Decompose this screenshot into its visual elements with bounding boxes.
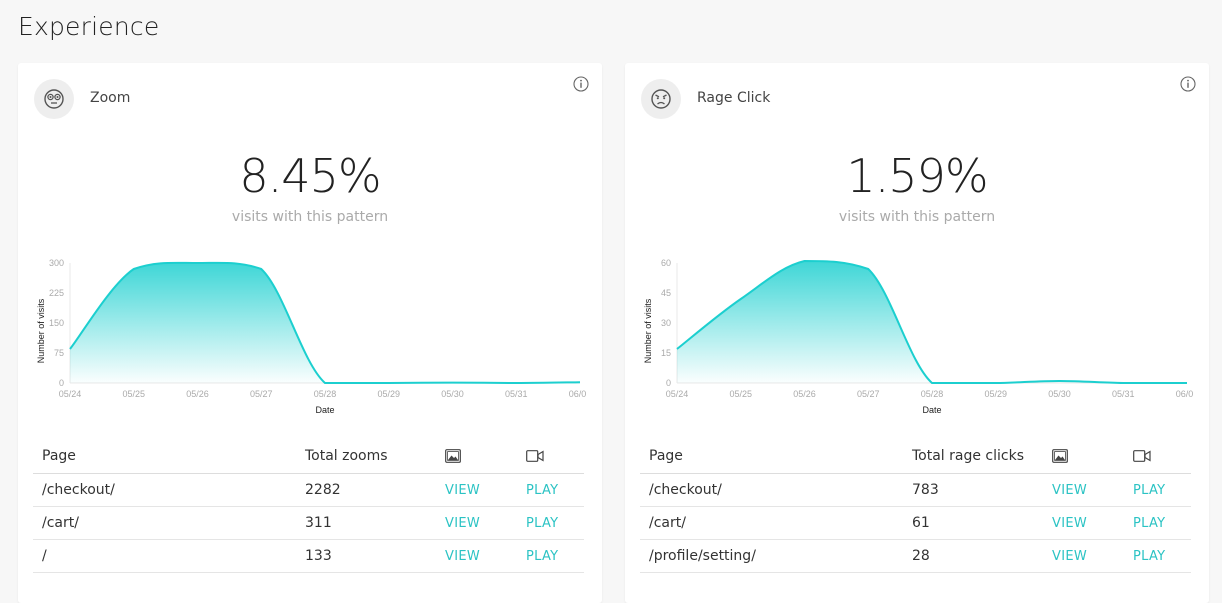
view-link[interactable]: VIEW xyxy=(1043,507,1124,540)
y-axis-label: Number of visits xyxy=(36,298,46,363)
x-tick-label: 05/27 xyxy=(857,389,880,399)
play-link[interactable]: PLAY xyxy=(517,507,584,540)
y-tick-label: 0 xyxy=(666,378,671,388)
y-tick-label: 300 xyxy=(49,258,64,268)
column-header-screenshot xyxy=(436,439,517,474)
x-tick-label: 05/30 xyxy=(1048,389,1071,399)
total-count: 311 xyxy=(296,507,436,540)
pattern-caption: visits with this pattern xyxy=(625,209,1209,225)
y-tick-label: 30 xyxy=(661,318,671,328)
card-title: Zoom xyxy=(90,90,130,106)
column-header-total: Total rage clicks xyxy=(903,439,1043,474)
info-icon[interactable] xyxy=(573,76,589,92)
x-tick-label: 05/31 xyxy=(505,389,528,399)
angry-face-icon xyxy=(641,79,681,119)
x-axis-label: Date xyxy=(315,405,334,415)
page-path: / xyxy=(33,540,296,573)
y-tick-label: 45 xyxy=(661,288,671,298)
page-path: /checkout/ xyxy=(640,474,903,507)
image-icon xyxy=(1052,449,1068,463)
column-header-recording xyxy=(517,439,584,474)
x-tick-label: 05/25 xyxy=(122,389,145,399)
info-icon[interactable] xyxy=(1180,76,1196,92)
series-area xyxy=(70,263,580,383)
y-axis-label: Number of visits xyxy=(643,298,653,363)
view-link[interactable]: VIEW xyxy=(436,540,517,573)
video-camera-icon xyxy=(526,450,544,462)
column-header-recording xyxy=(1124,439,1191,474)
x-tick-label: 05/24 xyxy=(59,389,82,399)
x-tick-label: 05/26 xyxy=(793,389,816,399)
zoom-visits-chart: 0 75 150 225 300 05/24 05/25 05/26 05/27 05/28 05/… xyxy=(34,253,586,423)
x-tick-label: 05/29 xyxy=(984,389,1007,399)
page-title: Experience xyxy=(18,12,159,41)
page-path: /cart/ xyxy=(640,507,903,540)
x-tick-label: 05/25 xyxy=(729,389,752,399)
view-link[interactable]: VIEW xyxy=(1043,474,1124,507)
page-path: /profile/setting/ xyxy=(640,540,903,573)
pattern-caption: visits with this pattern xyxy=(18,209,602,225)
zoom-card: Zoom 8.45% visits with this pattern 0 75 1… xyxy=(18,63,602,603)
play-link[interactable]: PLAY xyxy=(1124,507,1191,540)
play-link[interactable]: PLAY xyxy=(1124,540,1191,573)
x-tick-label: 05/24 xyxy=(666,389,689,399)
y-tick-label: 75 xyxy=(54,348,64,358)
rage-click-pages-table: Page Total rage clicks xyxy=(640,439,1191,573)
table-row: /profile/setting/ 28 VIEW PLAY xyxy=(640,540,1191,573)
y-tick-label: 150 xyxy=(49,318,64,328)
x-tick-label: 05/26 xyxy=(186,389,209,399)
x-tick-label: 05/29 xyxy=(377,389,400,399)
column-header-page: Page xyxy=(33,439,296,474)
total-count: 28 xyxy=(903,540,1043,573)
play-link[interactable]: PLAY xyxy=(517,474,584,507)
y-tick-label: 225 xyxy=(49,288,64,298)
page-path: /cart/ xyxy=(33,507,296,540)
total-count: 61 xyxy=(903,507,1043,540)
x-axis-label: Date xyxy=(922,405,941,415)
total-count: 783 xyxy=(903,474,1043,507)
zoom-pages-table: Page Total zooms xyxy=(33,439,584,573)
table-row: /checkout/ 783 VIEW PLAY xyxy=(640,474,1191,507)
x-tick-label: 05/27 xyxy=(250,389,273,399)
x-tick-label: 06/01 xyxy=(569,389,586,399)
view-link[interactable]: VIEW xyxy=(1043,540,1124,573)
play-link[interactable]: PLAY xyxy=(517,540,584,573)
pattern-percentage: 1.59% xyxy=(625,149,1209,203)
y-tick-label: 15 xyxy=(661,348,671,358)
rage-click-card: Rage Click 1.59% visits with this patter… xyxy=(625,63,1209,603)
table-header-row: Page Total zooms xyxy=(33,439,584,474)
card-title: Rage Click xyxy=(697,90,770,106)
table-row: /checkout/ 2282 VIEW PLAY xyxy=(33,474,584,507)
video-camera-icon xyxy=(1133,450,1151,462)
x-tick-label: 06/01 xyxy=(1176,389,1193,399)
x-tick-label: 05/31 xyxy=(1112,389,1135,399)
column-header-screenshot xyxy=(1043,439,1124,474)
rage-click-visits-chart: 0 15 30 45 60 05/24 05/25 05/26 05/27 05/28 05/29 0… xyxy=(641,253,1193,423)
view-link[interactable]: VIEW xyxy=(436,507,517,540)
x-tick-label: 05/30 xyxy=(441,389,464,399)
page-path: /checkout/ xyxy=(33,474,296,507)
column-header-page: Page xyxy=(640,439,903,474)
column-header-total: Total zooms xyxy=(296,439,436,474)
total-count: 133 xyxy=(296,540,436,573)
zoom-face-icon xyxy=(34,79,74,119)
x-tick-label: 05/28 xyxy=(921,389,944,399)
table-header-row: Page Total rage clicks xyxy=(640,439,1191,474)
table-row: / 133 VIEW PLAY xyxy=(33,540,584,573)
y-tick-label: 60 xyxy=(661,258,671,268)
table-row: /cart/ 311 VIEW PLAY xyxy=(33,507,584,540)
view-link[interactable]: VIEW xyxy=(436,474,517,507)
x-tick-label: 05/28 xyxy=(314,389,337,399)
series-area xyxy=(677,261,1187,383)
total-count: 2282 xyxy=(296,474,436,507)
table-row: /cart/ 61 VIEW PLAY xyxy=(640,507,1191,540)
image-icon xyxy=(445,449,461,463)
pattern-percentage: 8.45% xyxy=(18,149,602,203)
y-tick-label: 0 xyxy=(59,378,64,388)
play-link[interactable]: PLAY xyxy=(1124,474,1191,507)
